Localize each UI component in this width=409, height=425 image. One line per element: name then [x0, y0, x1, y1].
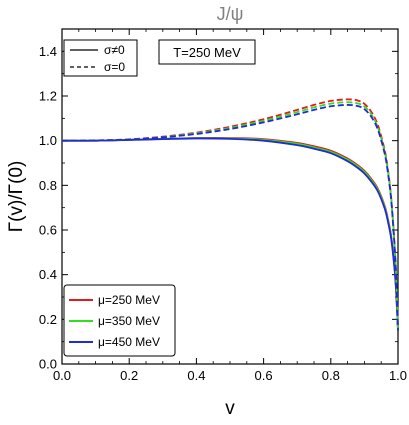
- y-tick-label: 1.2: [39, 89, 57, 104]
- legend-label-sigma-nonzero: σ≠0: [104, 43, 125, 57]
- y-tick-label: 0.2: [39, 312, 57, 327]
- x-tick-label: 0.2: [120, 368, 138, 383]
- color-legend-box: [63, 284, 176, 357]
- annotation-box: [158, 39, 256, 65]
- axis-ticks: 0.0 0.2 0.4 0.6 0.8 1.0 0.0 0.2 0.4 0.6 0.8 1.0 1.2 1…: [39, 28, 407, 383]
- chart-title: J/ψ: [217, 4, 244, 24]
- linestyle-legend-box: [63, 39, 138, 77]
- legend-label-mu250: μ=250 MeV: [98, 293, 160, 307]
- y-tick-label: 1.0: [39, 133, 57, 148]
- x-tick-label: 0.0: [53, 368, 71, 383]
- legend-label-mu350: μ=350 MeV: [98, 314, 160, 328]
- annotation-text: T=250 MeV: [173, 45, 241, 60]
- color-legend: μ=250 MeV μ=350 MeV μ=450 MeV: [63, 284, 176, 357]
- y-tick-label: 0.8: [39, 178, 57, 193]
- x-tick-label: 0.6: [255, 368, 273, 383]
- x-tick-label: 0.4: [187, 368, 205, 383]
- temperature-annotation: T=250 MeV: [158, 39, 256, 65]
- series-layer: [61, 98, 399, 331]
- x-tick-label: 1.0: [389, 368, 407, 383]
- linestyle-legend: σ≠0 σ=0: [63, 39, 138, 77]
- series-line-sigma-nonzero-2: [61, 137, 399, 331]
- y-tick-label: 0.0: [39, 357, 57, 372]
- series-line-sigma-zero-5: [61, 104, 399, 331]
- y-tick-label: 1.4: [39, 44, 57, 59]
- y-axis-label: Γ(v)/Γ(0): [6, 161, 27, 233]
- y-tick-label: 0.4: [39, 267, 57, 282]
- legend-label-sigma-zero: σ=0: [104, 60, 125, 74]
- x-axis-label: v: [225, 398, 235, 419]
- legend-label-mu450: μ=450 MeV: [98, 335, 160, 349]
- y-tick-label: 0.6: [39, 223, 57, 238]
- x-tick-label: 0.8: [322, 368, 340, 383]
